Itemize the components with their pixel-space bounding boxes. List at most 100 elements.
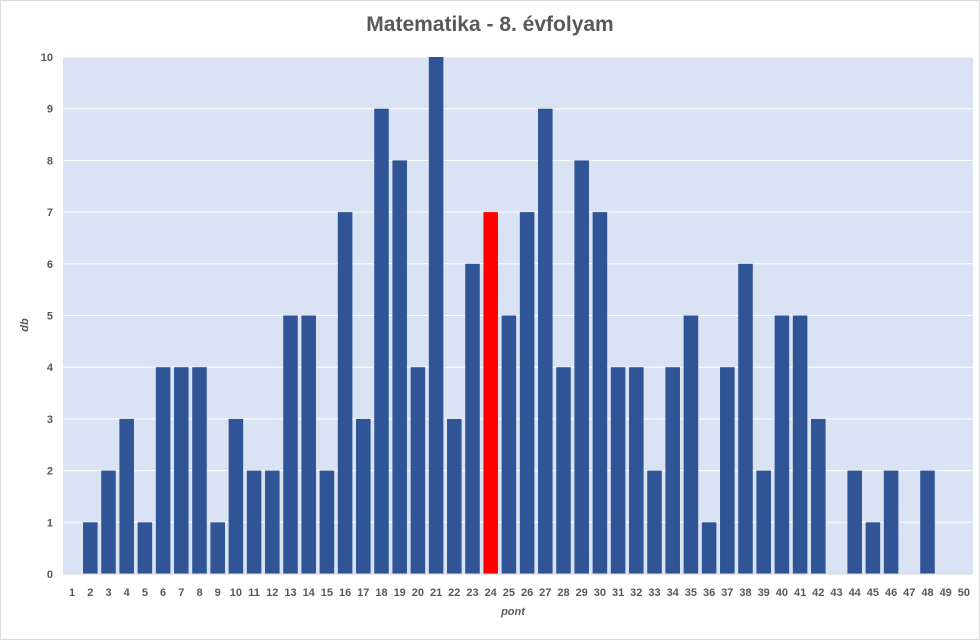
x-tick-label: 37 (721, 587, 733, 599)
x-tick-label: 29 (576, 587, 588, 599)
x-tick-label: 39 (758, 587, 770, 599)
x-tick-label: 23 (466, 587, 478, 599)
x-tick-label: 18 (375, 587, 387, 599)
x-tick-label: 10 (230, 587, 242, 599)
x-tick-label: 27 (539, 587, 551, 599)
bar-34 (665, 367, 680, 574)
x-tick-label: 1 (69, 587, 75, 599)
x-tick-label: 16 (339, 587, 351, 599)
bar-11 (246, 470, 262, 574)
bar-38 (738, 263, 753, 574)
bar-37 (720, 367, 735, 574)
x-tick-label: 25 (503, 587, 515, 599)
x-tick-label: 7 (178, 587, 184, 599)
x-tick-label: 12 (266, 587, 278, 599)
bar-5 (137, 522, 153, 574)
bar-21 (428, 57, 444, 574)
x-tick-label: 32 (630, 587, 642, 599)
bar-20 (410, 367, 426, 574)
bar-39 (756, 470, 771, 574)
x-tick-label: 22 (448, 587, 460, 599)
x-tick-label: 15 (321, 587, 333, 599)
bar-44 (847, 470, 862, 574)
bar-40 (774, 315, 790, 574)
y-tick-label: 1 (47, 517, 53, 529)
bar-19 (392, 160, 407, 574)
bar-2 (83, 522, 98, 574)
x-tick-label: 49 (940, 587, 952, 599)
y-tick-label: 5 (47, 311, 53, 323)
chart-title: Matematika - 8. évfolyam (366, 13, 614, 36)
bar-10 (228, 418, 244, 574)
y-tick-label: 9 (47, 104, 53, 116)
bar-25 (501, 315, 517, 574)
x-tick-label: 19 (394, 587, 406, 599)
y-tick-label: 8 (47, 155, 53, 167)
bar-12 (265, 470, 280, 574)
x-tick-label: 33 (648, 587, 660, 599)
bar-27 (538, 108, 553, 574)
x-tick-label: 31 (612, 587, 624, 599)
x-tick-label: 21 (430, 587, 442, 599)
bar-31 (610, 367, 626, 574)
bar-23 (465, 263, 480, 574)
y-tick-label: 2 (47, 466, 53, 478)
bar-22 (447, 418, 462, 574)
bar-28 (556, 367, 571, 574)
y-tick-label: 0 (47, 569, 53, 581)
x-tick-label: 8 (196, 587, 202, 599)
bar-16 (337, 212, 353, 574)
x-tick-label: 3 (105, 587, 111, 599)
bar-13 (283, 315, 298, 574)
x-tick-label: 11 (248, 587, 260, 599)
x-tick-label: 43 (830, 587, 842, 599)
x-tick-label: 24 (485, 587, 498, 599)
x-tick-label: 40 (776, 587, 788, 599)
x-tick-label: 36 (703, 587, 715, 599)
y-tick-label: 10 (41, 52, 53, 64)
x-tick-label: 35 (685, 587, 697, 599)
bar-35 (683, 315, 699, 574)
bar-26 (519, 212, 535, 574)
x-tick-label: 6 (160, 587, 166, 599)
x-tick-label: 2 (87, 587, 93, 599)
bar-36 (701, 522, 717, 574)
x-tick-label: 46 (885, 587, 897, 599)
bar-45 (865, 522, 881, 574)
x-tick-label: 13 (284, 587, 296, 599)
x-tick-label: 20 (412, 587, 424, 599)
x-tick-label: 34 (667, 587, 680, 599)
bar-48 (920, 470, 935, 574)
y-tick-label: 3 (47, 414, 53, 426)
x-tick-label: 42 (812, 587, 824, 599)
bar-29 (574, 160, 589, 574)
x-tick-label: 41 (794, 587, 806, 599)
x-tick-label: 9 (215, 587, 221, 599)
x-tick-label: 17 (357, 587, 369, 599)
y-tick-label: 4 (47, 362, 54, 374)
bar-33 (647, 470, 662, 574)
x-tick-label: 26 (521, 587, 533, 599)
bar-6 (155, 367, 171, 574)
x-tick-label: 44 (849, 587, 862, 599)
bar-3 (101, 470, 116, 574)
x-tick-label: 45 (867, 587, 879, 599)
bar-46 (883, 470, 899, 574)
bar-8 (192, 367, 207, 574)
bar-30 (592, 212, 608, 574)
bar-17 (356, 418, 371, 574)
bar-14 (301, 315, 316, 574)
x-tick-label: 48 (921, 587, 933, 599)
x-tick-label: 4 (124, 587, 131, 599)
y-tick-label: 7 (47, 207, 53, 219)
bar-32 (629, 367, 644, 574)
bar-42 (811, 418, 826, 574)
bar-41 (792, 315, 808, 574)
x-tick-label: 14 (303, 587, 316, 599)
bar-15 (319, 470, 335, 574)
bar-24 (483, 212, 498, 574)
x-axis-label: pont (501, 606, 525, 618)
x-tick-label: 47 (903, 587, 915, 599)
